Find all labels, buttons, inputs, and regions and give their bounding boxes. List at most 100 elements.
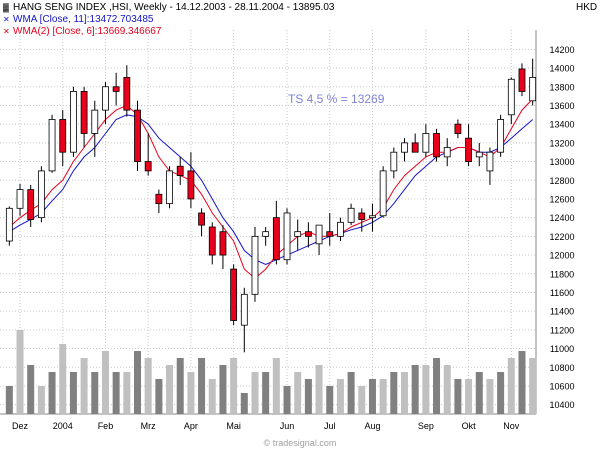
x-tick-label: Okt bbox=[462, 421, 477, 431]
candle-down bbox=[230, 268, 238, 321]
y-tick-label: 12400 bbox=[549, 213, 574, 223]
candle-up bbox=[102, 86, 109, 111]
volume-bar bbox=[101, 351, 109, 414]
volume-bar bbox=[347, 372, 355, 414]
candle-up bbox=[507, 78, 515, 116]
candle-up bbox=[443, 147, 451, 158]
volume-bar bbox=[123, 372, 131, 414]
y-tick-label: 12000 bbox=[549, 251, 574, 261]
y-tick-label: 11200 bbox=[550, 325, 574, 335]
volume-bar bbox=[59, 344, 67, 414]
volume-bar bbox=[262, 372, 270, 414]
candle-up bbox=[475, 151, 483, 158]
volume-bar bbox=[91, 372, 99, 414]
candle-up bbox=[283, 212, 291, 261]
volume-bar bbox=[411, 365, 419, 414]
volume-bar bbox=[304, 379, 312, 414]
y-tick-label: 14200 bbox=[549, 45, 574, 55]
y-tick-label: 12600 bbox=[549, 194, 574, 204]
candle-down bbox=[304, 231, 312, 237]
volume-bar bbox=[315, 365, 323, 414]
candle-up bbox=[529, 77, 537, 102]
y-tick-label: 11400 bbox=[550, 307, 574, 317]
indicator-icon: ✕ bbox=[3, 27, 10, 36]
watermark: © tradesignal.com bbox=[264, 438, 337, 448]
candle-down bbox=[134, 109, 141, 162]
candle-down bbox=[198, 212, 205, 226]
volume-bar bbox=[529, 358, 537, 414]
x-tick-label: Jul bbox=[324, 421, 336, 431]
candle-up bbox=[379, 170, 387, 217]
chart-title: HANG SENG INDEX ,HSI, Weekly - 14.12.200… bbox=[13, 2, 335, 13]
volume-bar bbox=[240, 393, 248, 414]
x-tick-label: Feb bbox=[98, 421, 114, 431]
y-tick-label: 10600 bbox=[549, 381, 574, 391]
x-tick-label: Dez bbox=[12, 421, 29, 431]
volume-bar bbox=[422, 365, 430, 414]
y-tick-label: 13200 bbox=[549, 138, 574, 148]
y-tick-label: 12800 bbox=[549, 176, 574, 186]
y-tick-label: 14000 bbox=[549, 64, 574, 74]
indicator-icon: ✕ bbox=[3, 15, 10, 24]
volume-bar bbox=[433, 358, 441, 414]
volume-bar bbox=[166, 365, 174, 414]
wma11-legend: ✕ WMA [Close, 11]:13472.703485 bbox=[3, 14, 153, 26]
x-tick-label: 2004 bbox=[53, 421, 73, 431]
candle-down bbox=[326, 231, 334, 237]
volume-bar bbox=[144, 358, 152, 414]
volume-bar bbox=[187, 372, 195, 414]
candle-down bbox=[411, 142, 419, 153]
series-icon: ▓ bbox=[3, 3, 9, 12]
candle-up bbox=[37, 170, 45, 219]
y-tick-label: 11000 bbox=[550, 344, 574, 354]
wma11-line bbox=[9, 114, 534, 265]
ts-annotation: TS 4,5 % = 13269 bbox=[288, 92, 385, 106]
candle-down bbox=[112, 86, 120, 92]
candle-up bbox=[401, 142, 408, 153]
volume-bar bbox=[198, 358, 206, 414]
candle-up bbox=[369, 215, 376, 219]
candle-down bbox=[219, 231, 227, 256]
candle-up bbox=[91, 109, 99, 134]
volume-bar bbox=[401, 372, 408, 414]
candle-up bbox=[497, 119, 505, 153]
volume-bar bbox=[443, 365, 451, 414]
candle-up bbox=[315, 224, 323, 245]
candle-up bbox=[48, 119, 56, 172]
candle-up bbox=[166, 170, 173, 205]
candle-up bbox=[390, 151, 398, 172]
volume-bar bbox=[326, 386, 334, 414]
x-tick-label: Sep bbox=[418, 421, 434, 431]
wma6-legend-label: WMA(2) [Close, 6]:13669.346667 bbox=[13, 26, 162, 37]
volume-bar bbox=[465, 379, 473, 414]
candle-up bbox=[70, 91, 77, 153]
volume-bar bbox=[358, 386, 366, 414]
candle-up bbox=[240, 293, 248, 326]
volume-bar bbox=[208, 379, 216, 414]
y-tick-label: 13800 bbox=[549, 82, 574, 92]
volume-bar bbox=[390, 372, 398, 414]
candle-down bbox=[144, 161, 152, 172]
candle-up bbox=[347, 207, 355, 223]
volume-bar bbox=[48, 372, 56, 414]
candle-down bbox=[208, 226, 216, 256]
chart-title-line: ▓ HANG SENG INDEX ,HSI, Weekly - 14.12.20… bbox=[3, 2, 334, 14]
candle-down bbox=[187, 170, 195, 200]
y-tick-label: 13400 bbox=[549, 120, 574, 130]
candle-up bbox=[251, 235, 259, 295]
candle-down bbox=[59, 119, 67, 153]
volume-bar bbox=[294, 372, 302, 414]
y-tick-label: 10800 bbox=[549, 363, 574, 373]
volume-bar bbox=[507, 358, 515, 414]
candle-up bbox=[262, 231, 270, 237]
y-tick-label: 11800 bbox=[550, 269, 574, 279]
volume-bar bbox=[134, 351, 141, 414]
candle-down bbox=[27, 189, 35, 220]
x-tick-label: Mrz bbox=[141, 421, 156, 431]
y-tick-label: 10400 bbox=[549, 400, 574, 410]
wma11-legend-label: WMA [Close, 11]:13472.703485 bbox=[13, 14, 154, 25]
volume-bar bbox=[37, 386, 45, 414]
volume-bar bbox=[5, 386, 13, 414]
candle-down bbox=[465, 137, 472, 162]
